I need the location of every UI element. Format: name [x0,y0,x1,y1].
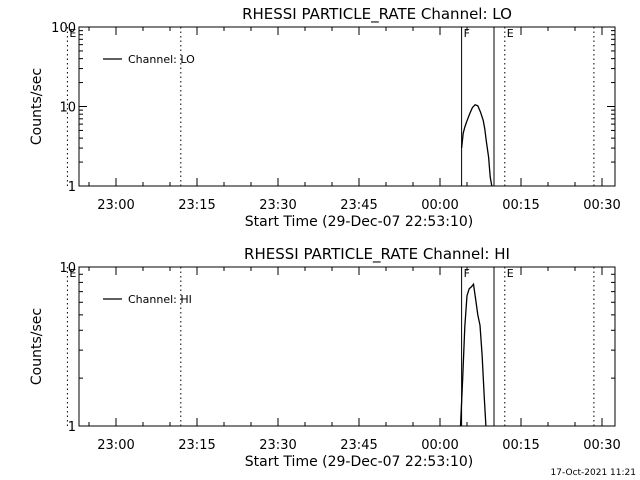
x-tick-label: 23:15 [178,198,215,213]
time-marker-label: E [507,267,514,280]
x-axis-label: Start Time (29-Dec-07 22:53:10) [245,454,473,470]
chart-title: RHESSI PARTICLE_RATE Channel: HI [244,245,510,264]
time-marker-label: E [507,27,514,40]
x-tick-label: 00:00 [421,198,458,213]
chart-title: RHESSI PARTICLE_RATE Channel: LO [242,5,512,24]
x-axis-label: Start Time (29-Dec-07 22:53:10) [245,214,473,230]
plot-frame [78,26,616,187]
timestamp-label: 17-Oct-2021 11:21 [550,468,636,478]
time-marker-label: E [69,27,76,40]
series-line [460,104,493,187]
x-tick-label: 00:00 [421,438,458,453]
plot-frame [78,266,616,427]
y-axis-label: Counts/sec [29,68,45,145]
y-tick-label: 1 [68,180,76,195]
y-tick-label: 100 [51,21,76,36]
x-tick-label: 23:00 [97,198,134,213]
x-tick-label: 23:00 [97,438,134,453]
chart-panel-lo: RHESSI PARTICLE_RATE Channel: LO 23:00 23:… [29,5,621,230]
x-tick-label: 00:30 [583,198,620,213]
x-tick-label: 00:15 [502,438,539,453]
x-tick-label: 23:30 [259,438,296,453]
time-marker-label: E [69,267,76,280]
x-tick-label: 00:15 [502,198,539,213]
chart-panel-hi: RHESSI PARTICLE_RATE Channel: HI 23:00 23:… [29,245,621,470]
series-line [459,282,487,427]
x-tick-label: 23:45 [340,198,377,213]
time-marker-label: F [464,267,470,280]
x-tick-label: 23:15 [178,438,215,453]
x-tick-label: 23:30 [259,198,296,213]
legend-label: Channel: HI [128,293,192,306]
time-marker-label: F [464,27,470,40]
y-tick-label: 1 [68,420,76,435]
x-tick-label: 00:30 [583,438,620,453]
y-axis-label: Counts/sec [29,308,45,385]
legend-label: Channel: LO [128,53,195,66]
x-tick-label: 23:45 [340,438,377,453]
